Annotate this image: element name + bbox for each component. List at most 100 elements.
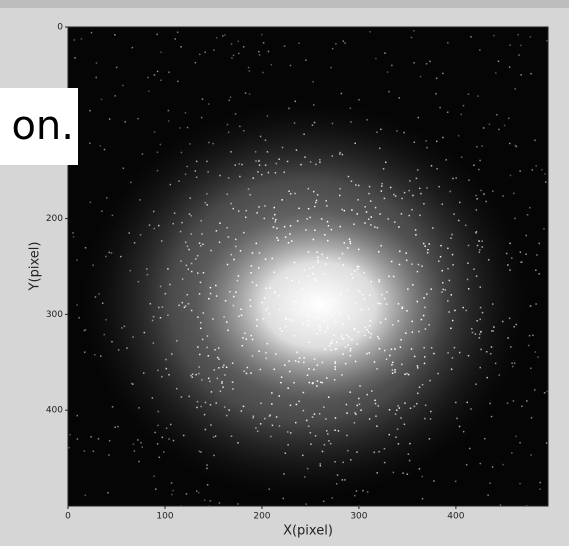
speckle [265,164,267,166]
speckle [238,41,240,43]
speckle [219,223,221,225]
speckle [227,330,229,332]
speckle [181,396,183,398]
speckle [314,358,316,360]
speckle [261,302,263,304]
speckle [321,218,323,220]
speckle [276,163,278,165]
speckle [105,256,107,258]
speckle [153,316,155,318]
speckle [334,429,336,431]
speckle [320,326,322,328]
speckle [231,43,233,45]
speckle [378,251,380,253]
speckle [202,244,204,246]
speckle [335,363,337,365]
speckle [200,282,202,284]
speckle [381,183,383,185]
speckle [339,195,341,197]
speckle [268,172,270,174]
speckle [351,209,353,211]
speckle [144,332,146,334]
speckle [284,364,286,366]
speckle [241,314,243,316]
speckle [481,145,483,147]
speckle [274,214,276,216]
speckle [366,394,368,396]
speckle [218,367,220,369]
speckle [391,261,393,263]
speckle [195,170,197,172]
speckle [509,243,511,245]
speckle [104,149,106,151]
speckle [295,301,297,303]
speckle [419,215,421,217]
speckle [333,334,335,336]
speckle [238,275,240,277]
speckle [447,248,449,250]
speckle [529,335,531,337]
speckle [346,404,348,406]
speckle [132,336,134,338]
speckle [149,224,151,226]
speckle [459,426,461,428]
speckle [89,142,91,144]
speckle [221,383,223,385]
speckle [520,261,522,263]
speckle [429,380,431,382]
speckle [275,172,277,174]
speckle [491,346,493,348]
speckle [378,303,380,305]
speckle [174,212,176,214]
speckle [187,294,189,296]
speckle [520,74,522,76]
speckle [217,378,219,380]
speckle [314,122,316,124]
speckle [192,376,194,378]
speckle [284,226,286,228]
speckle [277,240,279,242]
speckle [409,443,411,445]
speckle [207,171,209,173]
speckle [452,254,454,256]
speckle [463,307,465,309]
speckle [331,299,333,301]
speckle [336,348,338,350]
speckle [252,339,254,341]
speckle [76,259,78,261]
speckle [429,243,431,245]
speckle [443,289,445,291]
speckle [350,121,352,123]
speckle [376,425,378,427]
speckle [322,362,324,364]
speckle [315,280,317,282]
speckle [312,273,314,275]
speckle [204,499,206,501]
speckle [100,355,102,357]
speckle [398,320,400,322]
speckle [386,359,388,361]
speckle [197,255,199,257]
speckle [191,263,193,265]
speckle [412,284,414,286]
speckle [357,343,359,345]
speckle [204,51,206,53]
speckle [326,205,328,207]
speckle [220,391,222,393]
speckle [272,425,274,427]
speckle [327,309,329,311]
speckle [379,148,381,150]
speckle [176,388,178,390]
speckle [250,305,252,307]
speckle [166,368,168,370]
speckle [213,436,215,438]
speckle [271,403,273,405]
speckle [219,175,221,177]
speckle [177,31,179,33]
speckle [189,213,191,215]
speckle [200,328,202,330]
speckle [404,374,406,376]
speckle [342,353,344,355]
speckle [222,367,224,369]
speckle [249,70,251,72]
